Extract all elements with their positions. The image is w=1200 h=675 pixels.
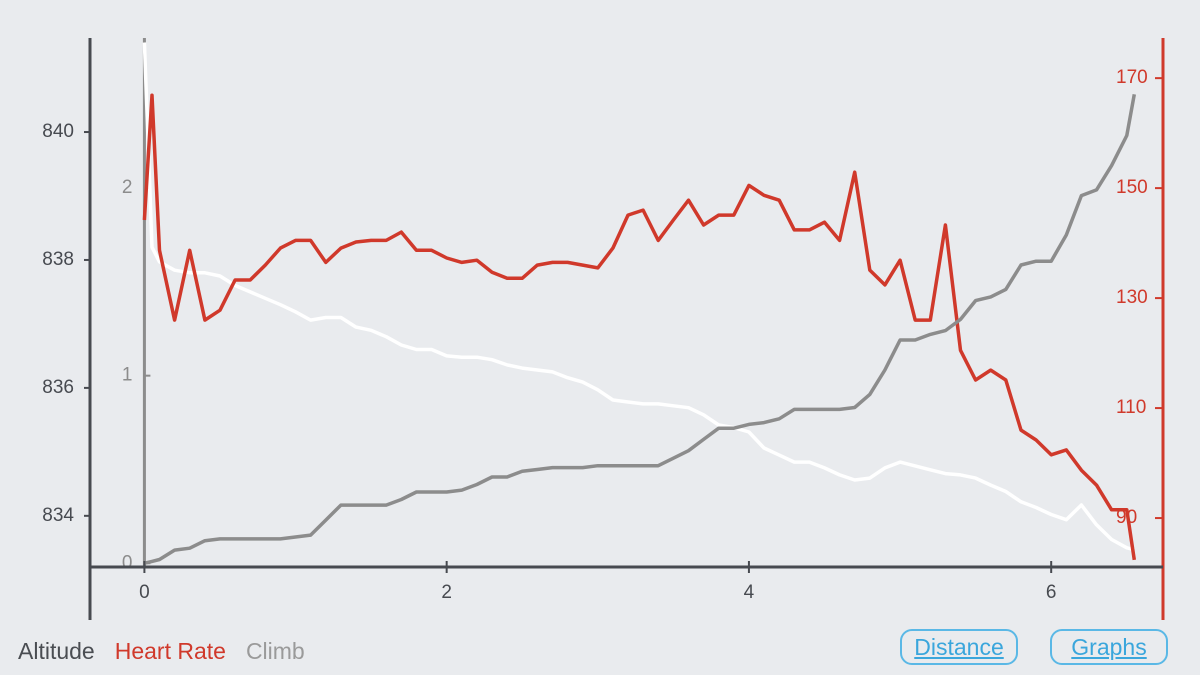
y-tick-label: 836 [42, 377, 74, 398]
y2-tick-label: 170 [1116, 67, 1148, 88]
series-line [143, 93, 1137, 565]
y3-tick-label: 0 [122, 552, 133, 573]
legend: Altitude Heart Rate Climb [18, 638, 305, 665]
series-line [142, 42, 1135, 552]
x-tick-label: 0 [139, 582, 150, 603]
y-tick-label: 834 [42, 505, 74, 526]
y3-tick-label: 1 [122, 365, 133, 386]
graphs-button[interactable]: Graphs [1050, 629, 1168, 665]
legend-entry: Heart Rate [114, 638, 226, 664]
x-tick-label: 2 [441, 582, 452, 603]
y2-tick-label: 150 [1116, 177, 1148, 198]
x-tick-label: 4 [744, 582, 755, 603]
series-line [142, 93, 1137, 561]
y3-tick-label: 2 [122, 177, 133, 198]
legend-entry: Altitude [18, 638, 95, 664]
distance-button[interactable]: Distance [900, 629, 1018, 665]
y-tick-label: 840 [42, 121, 74, 142]
x-tick-label: 6 [1046, 582, 1057, 603]
y2-tick-label: 110 [1116, 397, 1146, 418]
y-tick-label: 838 [42, 249, 74, 270]
legend-entry: Climb [245, 638, 305, 664]
y2-tick-label: 130 [1116, 287, 1148, 308]
